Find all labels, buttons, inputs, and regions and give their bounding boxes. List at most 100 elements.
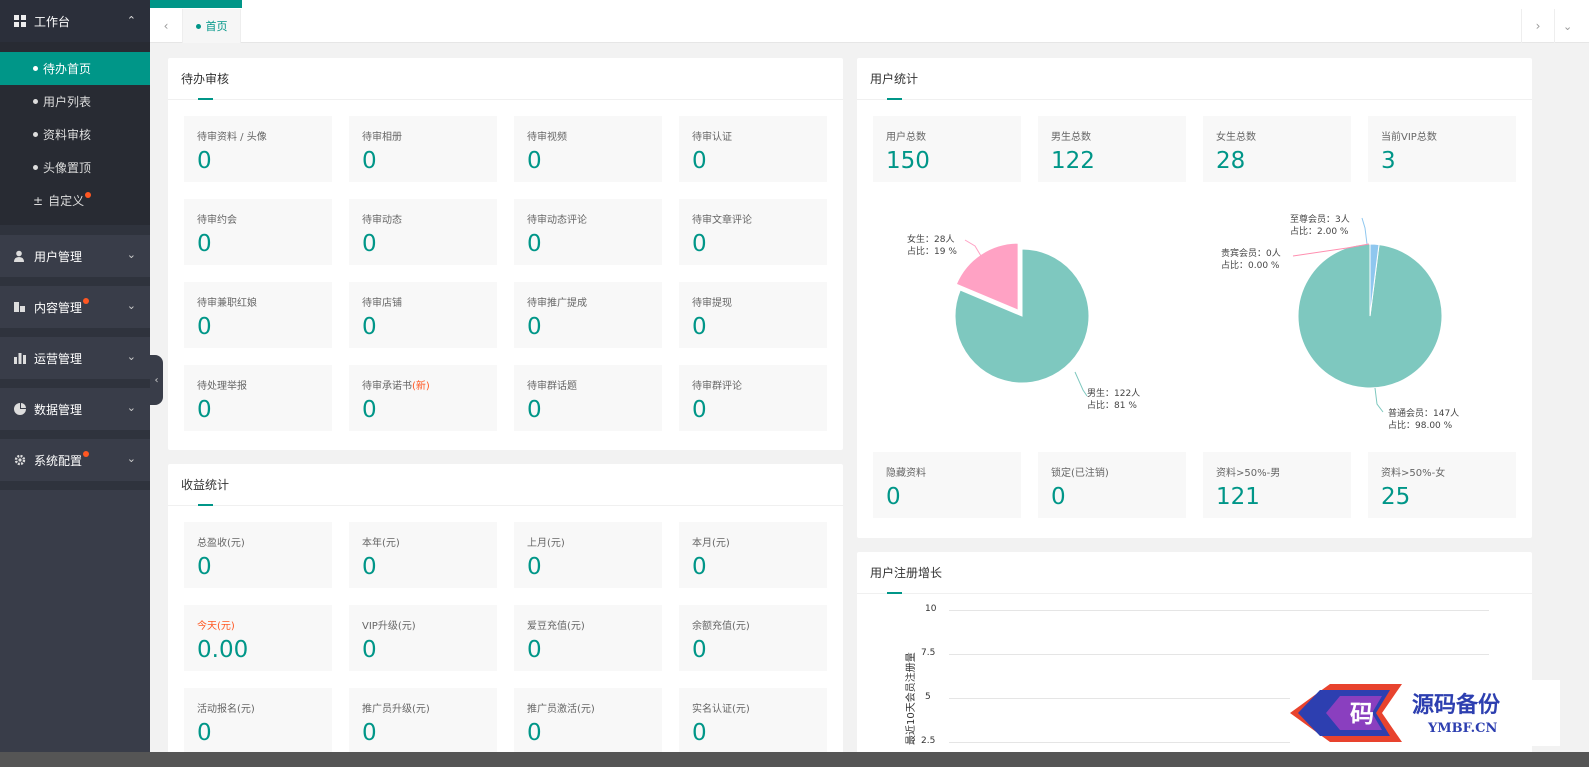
sidebar-item-label: 头像置顶 xyxy=(43,161,92,175)
stat-value: 0 xyxy=(362,314,377,340)
stat-card[interactable]: 实名认证(元) 0 xyxy=(679,688,827,754)
stat-label: 待审相册 xyxy=(362,132,402,143)
stat-value: 0 xyxy=(527,720,542,746)
stat-card[interactable]: 资料>50%-男 121 xyxy=(1203,452,1351,518)
stat-card[interactable]: 当前VIP总数 3 xyxy=(1368,116,1516,182)
tab-label: 首页 xyxy=(205,20,228,33)
stat-card[interactable]: 待审承诺书(新) 0 xyxy=(349,365,497,431)
sidebar-group-system-config[interactable]: 系统配置 ⌄ xyxy=(0,439,150,481)
stat-card[interactable]: 活动报名(元) 0 xyxy=(184,688,332,754)
chevron-down-icon: ⌄ xyxy=(126,350,136,363)
stat-value: 0 xyxy=(197,397,212,423)
stat-value: 0 xyxy=(197,314,212,340)
stat-card[interactable]: 待审兼职红娘 0 xyxy=(184,282,332,348)
stat-label: 资料>50%-女 xyxy=(1381,468,1446,479)
stat-card[interactable]: VIP升级(元) 0 xyxy=(349,605,497,671)
stat-card[interactable]: 女生总数 28 xyxy=(1203,116,1351,182)
stat-value: 122 xyxy=(1051,148,1095,174)
pie-label-normal: 普通会员：147人 占比：98.00 % xyxy=(1388,408,1459,432)
sidebar-item-label: 资料审核 xyxy=(43,128,92,142)
bar-chart-icon xyxy=(13,351,27,365)
tab-scroll-right-button[interactable]: › xyxy=(1521,9,1554,43)
stat-card[interactable]: 推广员升级(元) 0 xyxy=(349,688,497,754)
stat-card[interactable]: 待审视频 0 xyxy=(514,116,662,182)
tab-menu-button[interactable]: ⌄ xyxy=(1554,9,1589,43)
sidebar-group-operations[interactable]: 运营管理 ⌄ xyxy=(0,337,150,379)
stat-value: 0 xyxy=(692,637,707,663)
tab-home[interactable]: 首页 xyxy=(183,9,241,43)
stat-label: 待处理举报 xyxy=(197,381,247,392)
stat-card[interactable]: 待审提现 0 xyxy=(679,282,827,348)
pie-slice-male[interactable] xyxy=(954,248,1090,384)
stat-label: 余额充值(元) xyxy=(692,621,750,632)
pie-slice-supreme[interactable] xyxy=(1369,243,1380,317)
pending-review-card: 待办审核 待审资料 / 头像 0 待审相册 0 待审视频 0 待审认证 0 待审约会 0 待审动态 0… xyxy=(168,58,843,450)
sidebar-collapse-toggle[interactable]: ‹ xyxy=(150,355,163,405)
stat-card[interactable]: 待审相册 0 xyxy=(349,116,497,182)
stat-value: 0 xyxy=(527,554,542,580)
sidebar-group-content-management[interactable]: 内容管理 ⌄ xyxy=(0,286,150,328)
stat-card[interactable]: 上月(元) 0 xyxy=(514,522,662,588)
stat-card[interactable]: 待审约会 0 xyxy=(184,199,332,265)
stat-value: 0 xyxy=(362,397,377,423)
stat-card[interactable]: 隐藏资料 0 xyxy=(873,452,1021,518)
stat-card[interactable]: 本年(元) 0 xyxy=(349,522,497,588)
stat-card[interactable]: 用户总数 150 xyxy=(873,116,1021,182)
stat-card[interactable]: 爱豆充值(元) 0 xyxy=(514,605,662,671)
stat-card[interactable]: 待审群评论 0 xyxy=(679,365,827,431)
stat-value: 25 xyxy=(1381,484,1411,510)
stat-card[interactable]: 资料>50%-女 25 xyxy=(1368,452,1516,518)
stat-value: 0 xyxy=(692,148,707,174)
bullet-icon xyxy=(33,99,38,104)
stat-card[interactable]: 待审文章评论 0 xyxy=(679,199,827,265)
stat-card[interactable]: 待审认证 0 xyxy=(679,116,827,182)
notification-dot xyxy=(85,191,92,198)
stat-card[interactable]: 男生总数 122 xyxy=(1038,116,1186,182)
stat-card[interactable]: 待审群话题 0 xyxy=(514,365,662,431)
stat-card[interactable]: 待处理举报 0 xyxy=(184,365,332,431)
stat-value: 0 xyxy=(527,314,542,340)
stat-value: 0 xyxy=(527,148,542,174)
sidebar-item-label: 自定义 xyxy=(48,194,85,208)
stat-value: 0 xyxy=(362,554,377,580)
stat-card[interactable]: 待审动态 0 xyxy=(349,199,497,265)
chart-gridline xyxy=(949,610,1489,611)
stat-card[interactable]: 待审店铺 0 xyxy=(349,282,497,348)
stat-card[interactable]: 本月(元) 0 xyxy=(679,522,827,588)
stat-label: 待审约会 xyxy=(197,215,237,226)
sidebar-group-data[interactable]: 数据管理 ⌄ xyxy=(0,388,150,430)
notification-dot xyxy=(83,451,90,457)
content-icon xyxy=(13,300,27,314)
stat-card[interactable]: 锁定(已注销) 0 xyxy=(1038,452,1186,518)
sidebar-group-workbench[interactable]: 工作台 ⌃ xyxy=(0,0,150,42)
stat-card[interactable]: 待审动态评论 0 xyxy=(514,199,662,265)
stat-card[interactable]: 总盈收(元) 0 xyxy=(184,522,332,588)
gear-icon xyxy=(13,453,27,467)
stat-card[interactable]: 推广员激活(元) 0 xyxy=(514,688,662,754)
stat-card[interactable]: 待审推广提成 0 xyxy=(514,282,662,348)
sidebar-group-user-management[interactable]: 用户管理 ⌄ xyxy=(0,235,150,277)
sidebar-item-todo-home[interactable]: 待办首页 xyxy=(0,52,150,85)
card-title: 收益统计 xyxy=(168,464,843,506)
sidebar-item-avatar-top[interactable]: 头像置顶 xyxy=(0,151,150,184)
card-title: 用户注册增长 xyxy=(857,552,1532,594)
stat-value: 0 xyxy=(362,148,377,174)
pie-label-line: 占比：2.00 % xyxy=(1290,227,1349,237)
sidebar-item-custom[interactable]: ± 自定义 xyxy=(0,184,150,217)
card-title: 待办审核 xyxy=(168,58,843,100)
pie-icon xyxy=(13,402,27,416)
chart-gridline xyxy=(949,654,1489,655)
tab-scroll-left-button[interactable]: ‹ xyxy=(150,9,183,43)
sidebar-item-profile-review[interactable]: 资料审核 xyxy=(0,118,150,151)
stat-card[interactable]: 今天(元) 0.00 xyxy=(184,605,332,671)
stat-card[interactable]: 余额充值(元) 0 xyxy=(679,605,827,671)
sidebar-item-user-list[interactable]: 用户列表 xyxy=(0,85,150,118)
stat-value: 0 xyxy=(197,554,212,580)
stat-card[interactable]: 待审资料 / 头像 0 xyxy=(184,116,332,182)
y-tick-label: 10 xyxy=(925,604,937,614)
pie-slice-female[interactable] xyxy=(955,242,1019,311)
tab-bar: ‹ 首页 › ⌄ xyxy=(150,0,1589,43)
plus-minus-icon: ± xyxy=(33,193,44,208)
y-tick-label: 7.5 xyxy=(921,648,936,658)
stat-label: 隐藏资料 xyxy=(886,468,926,479)
